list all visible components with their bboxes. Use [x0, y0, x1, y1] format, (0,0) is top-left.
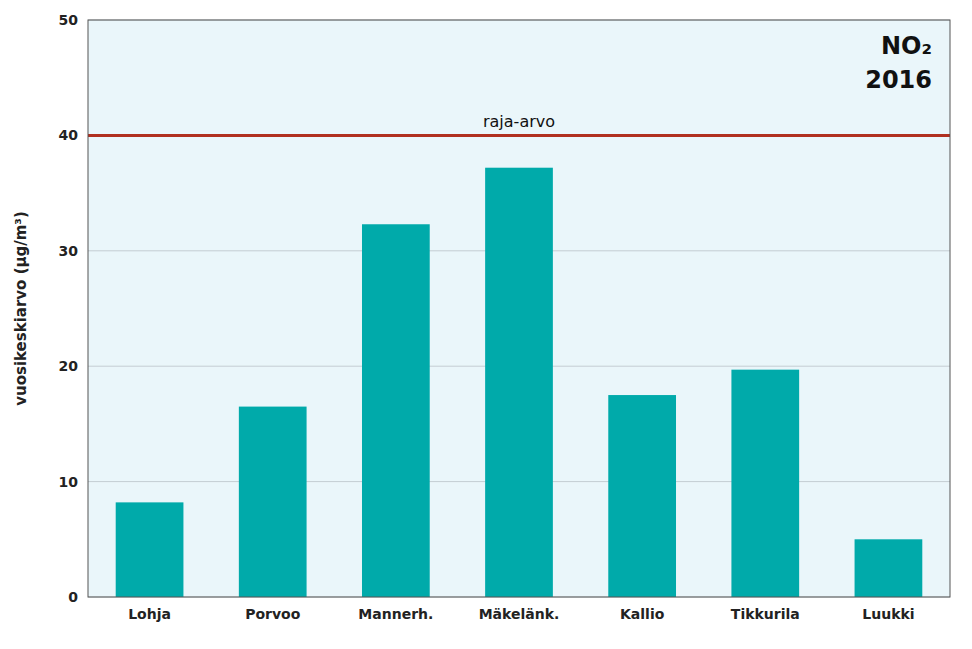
bar	[855, 539, 923, 597]
x-tick-label: Tikkurila	[731, 606, 800, 622]
x-tick-label: Kallio	[620, 606, 665, 622]
x-tick-label: Mäkelänk.	[479, 606, 560, 622]
limit-line	[88, 134, 950, 137]
y-axis: 0 10 20 30 40 50	[59, 12, 79, 605]
bars	[116, 168, 923, 597]
y-tick-label: 10	[59, 474, 79, 490]
y-tick-label: 0	[68, 589, 78, 605]
x-tick-label: Porvoo	[245, 606, 301, 622]
bar	[731, 370, 799, 597]
x-tick-label: Mannerh.	[358, 606, 433, 622]
bar	[608, 395, 676, 597]
y-tick-label: 50	[59, 12, 79, 28]
y-tick-label: 20	[59, 358, 79, 374]
y-tick-label: 30	[59, 243, 79, 259]
plot-background	[88, 20, 950, 597]
bar	[485, 168, 553, 597]
y-axis-label: vuosikeskiarvo (μg/m³)	[12, 211, 30, 406]
limit-label: raja-arvo	[483, 112, 555, 131]
chart: 0 10 20 30 40 50 Lohja Porvoo Mannerh. Mäkelänk. K…	[0, 0, 972, 649]
annotation: NO₂	[881, 32, 932, 60]
x-tick-label: Lohja	[128, 606, 171, 622]
bar	[239, 407, 307, 597]
grid	[88, 20, 950, 597]
plot-frame	[88, 20, 950, 597]
grid-line	[88, 135, 950, 136]
x-tick-label: Luukki	[862, 606, 914, 622]
y-tick-label: 40	[59, 127, 79, 143]
annotation: 2016	[865, 66, 932, 94]
bar	[116, 502, 184, 597]
x-axis: Lohja Porvoo Mannerh. Mäkelänk. Kallio Tikkur…	[128, 606, 914, 622]
bar	[362, 224, 430, 597]
